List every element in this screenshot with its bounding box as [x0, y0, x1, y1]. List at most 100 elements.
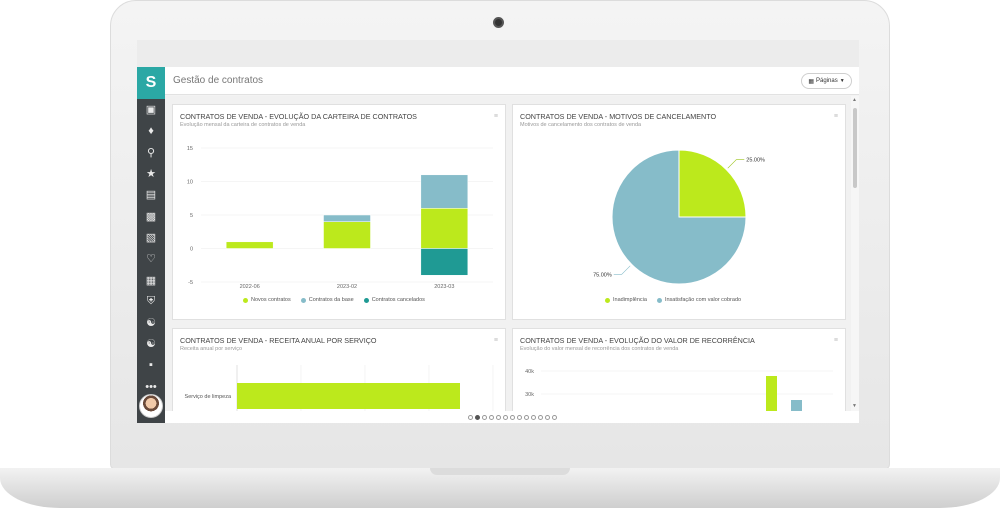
shield-icon[interactable]: ⛨: [146, 294, 156, 307]
legend-swatch: [656, 297, 662, 303]
legend-swatch: [300, 297, 306, 303]
bar-segment: [225, 241, 274, 249]
browser-top-bar: [137, 40, 859, 67]
x-tick-label: 2023-03: [434, 284, 454, 290]
card-title: CONTRATOS DE VENDA - EVOLUÇÃO DO VALOR D…: [520, 336, 755, 345]
legend-label: Novos contratos: [251, 297, 291, 303]
group-icon[interactable]: ☯: [146, 317, 156, 330]
grid-icon: ▦: [808, 78, 815, 85]
bar-segment: [420, 248, 469, 276]
menu-icon[interactable]: ≡: [493, 113, 498, 120]
pagination-dot[interactable]: [537, 414, 543, 420]
legend-item[interactable]: Insatisfação com valor cobrado: [656, 297, 742, 303]
menu-icon[interactable]: ≡: [493, 337, 498, 344]
scrollbar[interactable]: ▲ ▼: [851, 96, 859, 411]
card-receita: CONTRATOS DE VENDA - RECEITA ANUAL POR S…: [172, 328, 506, 411]
camera: [493, 17, 504, 28]
heart-icon[interactable]: ♡: [146, 253, 156, 266]
chart-legend: Inadimplência Insatisfação com valor cob…: [605, 297, 741, 303]
card-carteira: CONTRATOS DE VENDA - EVOLUÇÃO DA CARTEIR…: [172, 104, 506, 320]
box-icon[interactable]: ▦: [145, 274, 157, 287]
y-tick-label: 15: [187, 146, 193, 152]
scroll-thumb[interactable]: [853, 108, 857, 188]
screen: S ▣ ♦ ⚲ ★ ▤ ▩ ▧ ♡ ▦ ⛨ ☯ ☯ ▪ ••• Gestão d…: [137, 40, 859, 423]
pie-label-leader: [727, 159, 745, 169]
legend-item[interactable]: Contratos da base: [300, 297, 354, 303]
pagination-dot[interactable]: [502, 414, 508, 420]
pagination-dot[interactable]: [516, 414, 522, 420]
scroll-up-icon[interactable]: ▲: [852, 97, 857, 103]
motivos-pie-chart: 25.00% 75.00%: [593, 149, 765, 285]
bar: [791, 400, 802, 411]
pagination-dot[interactable]: [530, 414, 536, 420]
chart-legend: Novos contratos Contratos da base Contra…: [243, 297, 425, 303]
legend-item[interactable]: Contratos cancelados: [363, 297, 425, 303]
legend-swatch: [243, 297, 248, 303]
card-subtitle: Receita anual por serviço: [180, 346, 243, 352]
card-title: CONTRATOS DE VENDA - EVOLUÇÃO DA CARTEIR…: [180, 112, 417, 121]
pagination-dot[interactable]: [551, 414, 557, 420]
card-subtitle: Evolução do valor mensal de recorrência …: [520, 346, 679, 352]
bag-icon[interactable]: ▪: [149, 359, 153, 372]
more-icon[interactable]: •••: [145, 380, 157, 393]
contacts-icon[interactable]: ▣: [145, 104, 157, 117]
y-tick-label: -5: [188, 280, 193, 286]
y-tick-label: 40k: [525, 369, 534, 375]
pagination-dot[interactable]: [523, 414, 529, 420]
pie-slice: [678, 149, 747, 218]
pagination-dot[interactable]: [488, 414, 494, 420]
bar-segment: [420, 208, 469, 249]
legend-swatch: [605, 297, 610, 303]
card-title: CONTRATOS DE VENDA - MOTIVOS DE CANCELAM…: [520, 112, 717, 121]
legend-label: Contratos cancelados: [371, 297, 425, 303]
bar-segment: [420, 174, 469, 209]
y-tick-label: 5: [190, 213, 193, 219]
sidebar: S ▣ ♦ ⚲ ★ ▤ ▩ ▧ ♡ ▦ ⛨ ☯ ☯ ▪ •••: [137, 67, 165, 423]
legend-swatch: [363, 297, 369, 303]
menu-icon[interactable]: ≡: [833, 337, 838, 344]
x-tick-label: 2023-02: [337, 284, 357, 290]
bar-segment: [323, 221, 371, 249]
page-title: Gestão de contratos: [173, 75, 264, 86]
recorrencia-bar-chart: 40k 30k: [525, 369, 833, 411]
laptop-notch: [430, 468, 570, 475]
star-icon[interactable]: ★: [146, 168, 156, 181]
pagination-dots: [165, 411, 859, 423]
pagination-dot[interactable]: [481, 414, 487, 420]
menu-icon[interactable]: ≡: [833, 113, 838, 120]
handshake-icon[interactable]: ☯: [146, 338, 156, 351]
y-tick-label: 10: [187, 180, 193, 186]
pagination-dot[interactable]: [544, 414, 550, 420]
y-tick-label: 30k: [525, 392, 534, 398]
pie-label-leader: [613, 265, 631, 275]
card-recorrencia: CONTRATOS DE VENDA - EVOLUÇÃO DO VALOR D…: [512, 328, 846, 411]
bell-icon[interactable]: ♦: [148, 124, 154, 137]
scroll-down-icon[interactable]: ▼: [852, 403, 857, 409]
pages-button[interactable]: ▦ Páginas ▼: [801, 73, 852, 89]
app-logo[interactable]: S: [137, 67, 165, 99]
archive-icon[interactable]: ▤: [145, 189, 157, 202]
pagination-dot[interactable]: [495, 414, 501, 420]
card-title: CONTRATOS DE VENDA - RECEITA ANUAL POR S…: [180, 336, 377, 345]
search-icon[interactable]: ⚲: [146, 146, 156, 159]
briefcase-icon[interactable]: ▩: [145, 210, 157, 223]
bar: [237, 383, 460, 409]
page-header: Gestão de contratos ▦ Páginas ▼: [165, 67, 859, 95]
chart-icon[interactable]: ▧: [145, 231, 157, 244]
carteira-bar-chart: 15 10 5 0 -5 2022-06 2023-02 2023-03: [187, 146, 493, 290]
legend-label: Insatisfação com valor cobrado: [664, 297, 742, 303]
category-label: Serviço de limpeza: [185, 394, 232, 400]
legend-item[interactable]: Inadimplência: [605, 297, 647, 303]
pages-label: Páginas: [816, 78, 838, 84]
avatar[interactable]: [139, 394, 163, 418]
pagination-dot[interactable]: [509, 414, 515, 420]
x-tick-label: 2022-06: [240, 284, 260, 290]
legend-label: Contratos da base: [308, 297, 354, 303]
legend-item[interactable]: Novos contratos: [243, 297, 291, 303]
bar: [766, 376, 777, 411]
pie-data-label: 25.00%: [746, 158, 765, 164]
pagination-dot[interactable]: [467, 414, 473, 420]
pagination-dot[interactable]: [474, 414, 480, 420]
receita-bar-chart: Serviço de limpeza: [185, 365, 494, 411]
bar-segment: [323, 214, 371, 222]
